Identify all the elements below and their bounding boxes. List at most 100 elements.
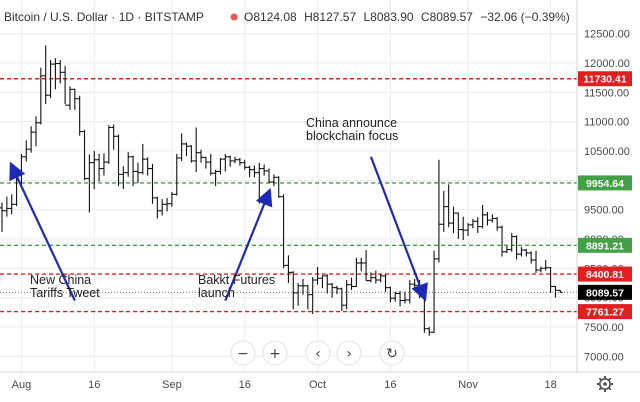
x-tick-label: 16: [239, 379, 251, 391]
annotation-text: blockchain focus: [306, 129, 398, 143]
current-price-label-bg: [578, 284, 632, 300]
ohlc-bar: [150, 163, 155, 204]
ohlc-bar: [528, 251, 534, 264]
ohlc-bar: [373, 270, 379, 284]
ohlc-bar: [543, 260, 549, 271]
ohlc-bar: [504, 245, 510, 254]
y-tick-label: 7500.00: [584, 322, 624, 334]
ohlc-bar: [538, 266, 544, 273]
reset-chart-button[interactable]: ↻: [379, 340, 405, 366]
level-label-bg: [578, 237, 632, 253]
svg-text:Bitcoin / U.S. Dollar · 1D · B: Bitcoin / U.S. Dollar · 1D · BITSTAMP: [4, 10, 204, 24]
candles: [0, 45, 563, 336]
ohlc-bar: [38, 67, 44, 125]
ohlc-bar: [523, 248, 529, 257]
ohlc-bar: [276, 176, 282, 198]
y-tick-label: 10500.00: [584, 146, 630, 158]
level-label: 9954.64: [586, 178, 624, 190]
ohlc-bar: [509, 233, 515, 252]
ohlc-bar: [441, 190, 447, 232]
settings-button[interactable]: [597, 376, 613, 392]
ohlc-bar: [266, 168, 272, 184]
ohlc-bar: [300, 278, 306, 295]
ohlc-bar: [329, 282, 335, 298]
status-dot-icon: [230, 13, 238, 21]
scroll-back-button[interactable]: ‹: [305, 340, 331, 366]
ohlc-bar: [426, 326, 432, 336]
ohlc-bar: [339, 287, 345, 312]
ohlc-bar: [480, 204, 486, 229]
ohlc-bar: [237, 157, 243, 166]
zoom-out-button[interactable]: −: [230, 340, 256, 366]
annotation-text: New China: [30, 273, 91, 287]
ohlc-bar: [499, 225, 505, 257]
ohlc-bar: [392, 291, 398, 302]
y-tick-label: 11500.00: [584, 87, 629, 99]
y-tick-label: 12500.00: [584, 29, 630, 41]
ohlc-bar: [451, 206, 456, 234]
level-label-bg: [578, 175, 632, 191]
ohlc-bar: [460, 216, 466, 241]
ohlc-bar: [86, 154, 92, 213]
ohlc-bar: [77, 95, 83, 136]
ohlc-bar: [135, 162, 141, 184]
ohlc-bar: [203, 156, 209, 169]
ohlc-bar: [261, 164, 267, 176]
ohlc-bar: [72, 88, 78, 110]
gear-icon: [597, 376, 613, 392]
ohlc-bar: [557, 289, 563, 293]
ohlc-bar: [159, 199, 165, 216]
level-label: 7761.27: [586, 307, 624, 319]
annotation-arrow: [9, 161, 76, 301]
ohlc-bar: [494, 217, 500, 231]
symbol-label: Bitcoin / U.S. Dollar · 1D · BITSTAMP: [4, 10, 204, 24]
ohlc-bar: [334, 285, 340, 295]
y-tick-label: 9500.00: [584, 205, 624, 217]
time-axis[interactable]: Aug 16 Sep 16 Oct 16 Nov 18: [12, 379, 557, 391]
ohlc-bar: [184, 142, 189, 157]
ohlc-bar: [286, 255, 291, 283]
ohlc-bar: [271, 174, 277, 187]
ohlc-bar: [111, 124, 117, 150]
ohlc-bar: [470, 218, 476, 229]
x-tick-label: Oct: [309, 379, 326, 391]
zoom-in-button[interactable]: +: [262, 340, 288, 366]
ohlc-values: O8124.08 H8127.57 L8083.90 C8089.57 −32.…: [244, 10, 570, 24]
ohlc-bar: [242, 159, 248, 170]
ohlc-bar: [91, 150, 97, 190]
level-label: 8400.81: [586, 269, 624, 281]
ohlc-bar: [475, 217, 481, 234]
ohlc-bar: [436, 159, 442, 263]
ohlc-bar: [315, 267, 320, 285]
ohlc-bar: [33, 116, 39, 147]
annotation-text: launch: [198, 286, 235, 300]
chart-header: Bitcoin / U.S. Dollar · 1D · BITSTAMP O8…: [4, 10, 570, 24]
ohlc-bar: [62, 65, 68, 106]
level-label: 11730.41: [583, 74, 626, 86]
level-label-bg: [578, 304, 632, 320]
ohlc-bar: [179, 133, 185, 161]
ohlc-bar: [193, 127, 199, 173]
ohlc-bar: [485, 211, 490, 226]
ohlc-bar: [106, 125, 112, 164]
ohlc-bar: [431, 250, 437, 333]
annotation-text: Tariffs Tweet: [30, 286, 100, 300]
ohlc-bar: [252, 165, 257, 178]
ohlc-bar: [397, 291, 403, 307]
ohlc-bar: [213, 169, 219, 187]
annotation-arrow: [224, 187, 273, 301]
ohlc-bar: [116, 134, 121, 187]
ohlc-bar: [96, 153, 102, 182]
ohlc-bar: [553, 285, 558, 298]
annotation-arrow: [369, 156, 428, 302]
x-tick-label: Nov: [458, 379, 478, 391]
minus-icon: −: [237, 346, 249, 362]
ohlc-bar: [48, 60, 53, 99]
ohlc-bar: [67, 86, 73, 110]
scroll-forward-button[interactable]: ›: [336, 340, 362, 366]
ohlc-bar: [164, 197, 170, 212]
ohlc-bar: [446, 184, 452, 228]
ohlc-bar: [533, 250, 539, 273]
